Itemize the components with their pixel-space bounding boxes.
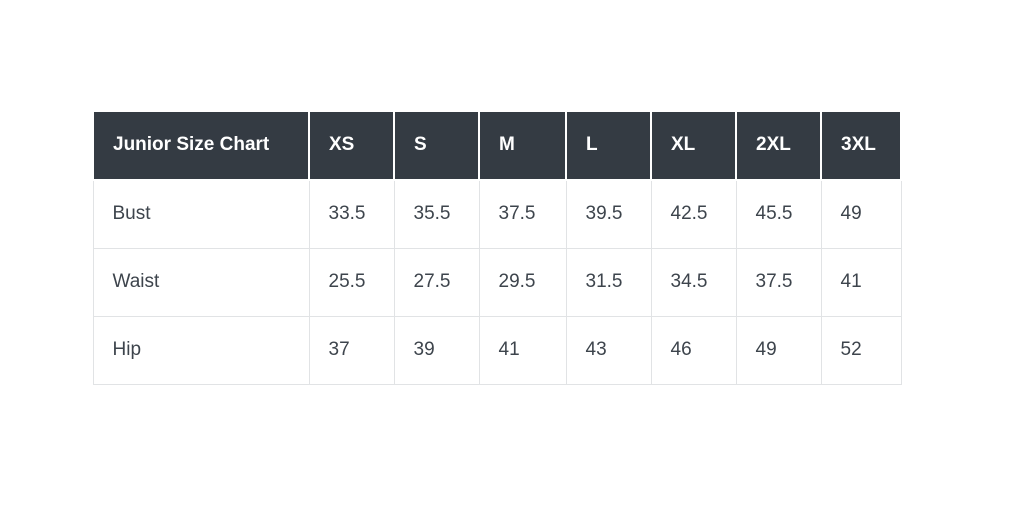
table-row-hip: Hip 37 39 41 43 46 49 52 xyxy=(92,316,902,385)
header-cell-2xl: 2XL xyxy=(735,110,822,181)
row-label-cell: Bust xyxy=(92,179,310,249)
header-cell-xl: XL xyxy=(650,110,737,181)
value-cell: 39 xyxy=(393,316,480,385)
value-cell: 37.5 xyxy=(735,248,822,317)
value-cell: 33.5 xyxy=(308,179,395,249)
value-cell: 41 xyxy=(478,316,567,385)
header-cell-m: M xyxy=(478,110,567,181)
value-cell: 45.5 xyxy=(735,179,822,249)
value-cell: 34.5 xyxy=(650,248,737,317)
header-cell-xs: XS xyxy=(308,110,395,181)
table-row-bust: Bust 33.5 35.5 37.5 39.5 42.5 45.5 49 xyxy=(92,179,902,249)
value-cell: 41 xyxy=(820,248,902,317)
row-label-cell: Hip xyxy=(92,316,310,385)
header-row: Junior Size Chart XS S M L XL 2XL 3XL xyxy=(92,110,902,181)
row-label-cell: Waist xyxy=(92,248,310,317)
table-row-waist: Waist 25.5 27.5 29.5 31.5 34.5 37.5 41 xyxy=(92,248,902,317)
value-cell: 49 xyxy=(735,316,822,385)
value-cell: 52 xyxy=(820,316,902,385)
header-cell-3xl: 3XL xyxy=(820,110,902,181)
value-cell: 35.5 xyxy=(393,179,480,249)
value-cell: 29.5 xyxy=(478,248,567,317)
header-cell-s: S xyxy=(393,110,480,181)
value-cell: 46 xyxy=(650,316,737,385)
value-cell: 37 xyxy=(308,316,395,385)
header-cell-l: L xyxy=(565,110,652,181)
value-cell: 42.5 xyxy=(650,179,737,249)
value-cell: 37.5 xyxy=(478,179,567,249)
value-cell: 43 xyxy=(565,316,652,385)
table-body: Bust 33.5 35.5 37.5 39.5 42.5 45.5 49 Wa… xyxy=(92,179,902,385)
value-cell: 31.5 xyxy=(565,248,652,317)
header-cell-title: Junior Size Chart xyxy=(92,110,310,181)
value-cell: 49 xyxy=(820,179,902,249)
value-cell: 27.5 xyxy=(393,248,480,317)
value-cell: 25.5 xyxy=(308,248,395,317)
size-chart-table: Junior Size Chart XS S M L XL 2XL 3XL Bu… xyxy=(92,110,902,385)
table-header: Junior Size Chart XS S M L XL 2XL 3XL xyxy=(92,110,902,181)
value-cell: 39.5 xyxy=(565,179,652,249)
